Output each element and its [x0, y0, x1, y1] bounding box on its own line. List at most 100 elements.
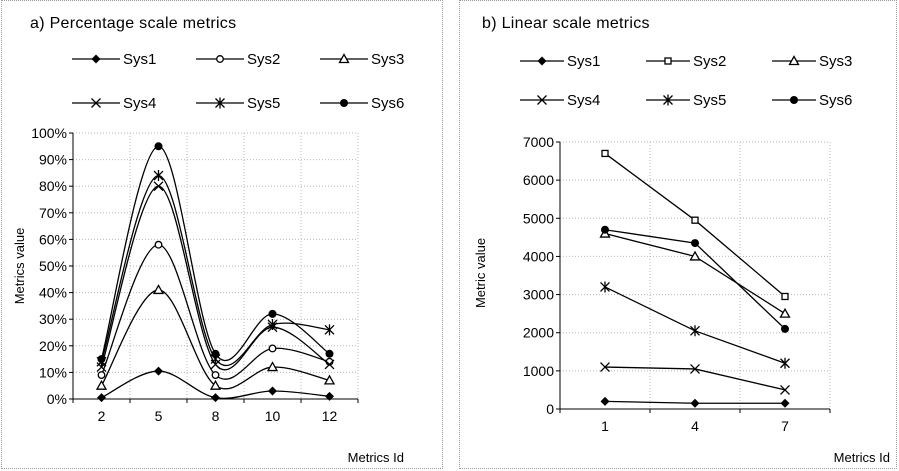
legend-entry: Sys1 [72, 51, 156, 68]
y-axis-label: Metrics value [12, 228, 27, 305]
series [601, 225, 789, 333]
x-tick-label: 1 [601, 418, 609, 434]
legend-entry: Sys6 [772, 92, 852, 109]
legend-label: Sys6 [371, 95, 404, 112]
y-tick-label: 100% [31, 125, 67, 141]
data-point [601, 225, 609, 234]
data-point [780, 357, 790, 369]
legend-marker [790, 96, 798, 104]
series [600, 396, 790, 408]
legend-entry: Sys5 [646, 92, 726, 109]
data-point [154, 240, 163, 249]
x-tick-label: 5 [155, 408, 163, 424]
series [97, 366, 334, 403]
data-point [95, 379, 108, 390]
x-tick-label: 12 [322, 408, 338, 424]
series-line [604, 286, 786, 364]
y-tick-label: 3000 [523, 287, 554, 303]
legend-marker [338, 53, 350, 64]
legend-label: Sys5 [247, 95, 280, 112]
legend-label: Sys3 [371, 51, 404, 68]
data-point [209, 379, 222, 390]
data-point [153, 170, 164, 182]
y-tick-label: 90% [39, 152, 67, 168]
legend-entry: Sys2 [196, 51, 280, 68]
x-tick-label: 4 [691, 418, 699, 434]
y-tick-label: 50% [39, 258, 67, 274]
legend-marker [537, 95, 547, 105]
y-tick-label: 40% [39, 285, 67, 301]
data-point [266, 361, 279, 372]
legend-marker [340, 99, 348, 107]
data-point [268, 386, 277, 396]
legend-label: Sys1 [567, 53, 600, 70]
data-point [323, 374, 336, 385]
legend-entry: Sys5 [196, 95, 280, 112]
data-point [153, 181, 164, 192]
legend-entry: Sys4 [72, 95, 156, 112]
x-tick-label: 10 [265, 408, 281, 424]
y-tick-label: 4000 [523, 248, 554, 264]
data-point [780, 398, 790, 408]
y-tick-label: 7000 [523, 134, 554, 150]
y-tick-label: 80% [39, 178, 67, 194]
data-point [690, 363, 700, 374]
legend-entry: Sys1 [520, 53, 600, 70]
data-point [152, 284, 165, 295]
data-point [154, 366, 163, 376]
data-point [324, 359, 335, 370]
data-point [154, 142, 163, 151]
series [600, 281, 790, 369]
legend-entry: Sys4 [520, 92, 600, 109]
legend-marker [216, 55, 224, 63]
series-line [100, 145, 330, 362]
data-point [211, 393, 220, 403]
y-tick-label: 0% [47, 391, 67, 407]
legend-label: Sys4 [123, 95, 156, 112]
legend-marker [215, 97, 225, 109]
data-point [601, 149, 609, 158]
y-tick-label: 10% [39, 364, 67, 380]
y-tick-label: 60% [39, 231, 67, 247]
legend-marker [91, 54, 101, 64]
x-tick-label: 8 [212, 408, 220, 424]
data-point [689, 250, 701, 261]
data-point [97, 355, 106, 364]
chart-panel-linear: b) Linear scale metrics Sys1 Sys2 Sys3 Sys4 S… [459, 0, 897, 469]
legend-entry: Sys3 [772, 53, 852, 70]
legend-label: Sys2 [247, 51, 280, 68]
y-tick-label: 6000 [523, 172, 554, 188]
y-tick-label: 5000 [523, 210, 554, 226]
legend-marker [537, 56, 547, 66]
data-point [97, 371, 106, 380]
x-axis-label: Metrics Id [834, 450, 890, 465]
y-tick-label: 2000 [523, 325, 554, 341]
series [96, 181, 335, 373]
legend-marker [788, 55, 800, 66]
data-point [211, 349, 220, 358]
legend-label: Sys4 [567, 92, 600, 109]
legend-label: Sys5 [693, 92, 726, 109]
data-point [600, 281, 610, 293]
legend-marker [664, 57, 672, 65]
data-point [690, 398, 700, 408]
y-tick-label: 0 [546, 401, 554, 417]
series [601, 149, 789, 301]
data-point [690, 325, 700, 337]
data-point [781, 324, 789, 333]
data-point [97, 393, 106, 403]
chart-title: b) Linear scale metrics [482, 15, 650, 32]
data-point [691, 239, 699, 248]
legend-entry: Sys6 [320, 95, 404, 112]
data-point [325, 391, 334, 401]
data-point [600, 396, 610, 406]
linear-chart: b) Linear scale metrics Sys1 Sys2 Sys3 Sys4 S… [473, 15, 890, 465]
legend-label: Sys1 [123, 51, 156, 68]
x-axis-label: Metrics Id [348, 450, 404, 465]
x-tick-label: 7 [781, 418, 789, 434]
data-point [779, 307, 791, 318]
percentage-chart: a) Percentage scale metrics Sys1 Sys2 Sys3 S… [12, 15, 404, 465]
legend-marker [91, 98, 101, 108]
data-point [325, 349, 334, 358]
y-tick-label: 1000 [523, 363, 554, 379]
